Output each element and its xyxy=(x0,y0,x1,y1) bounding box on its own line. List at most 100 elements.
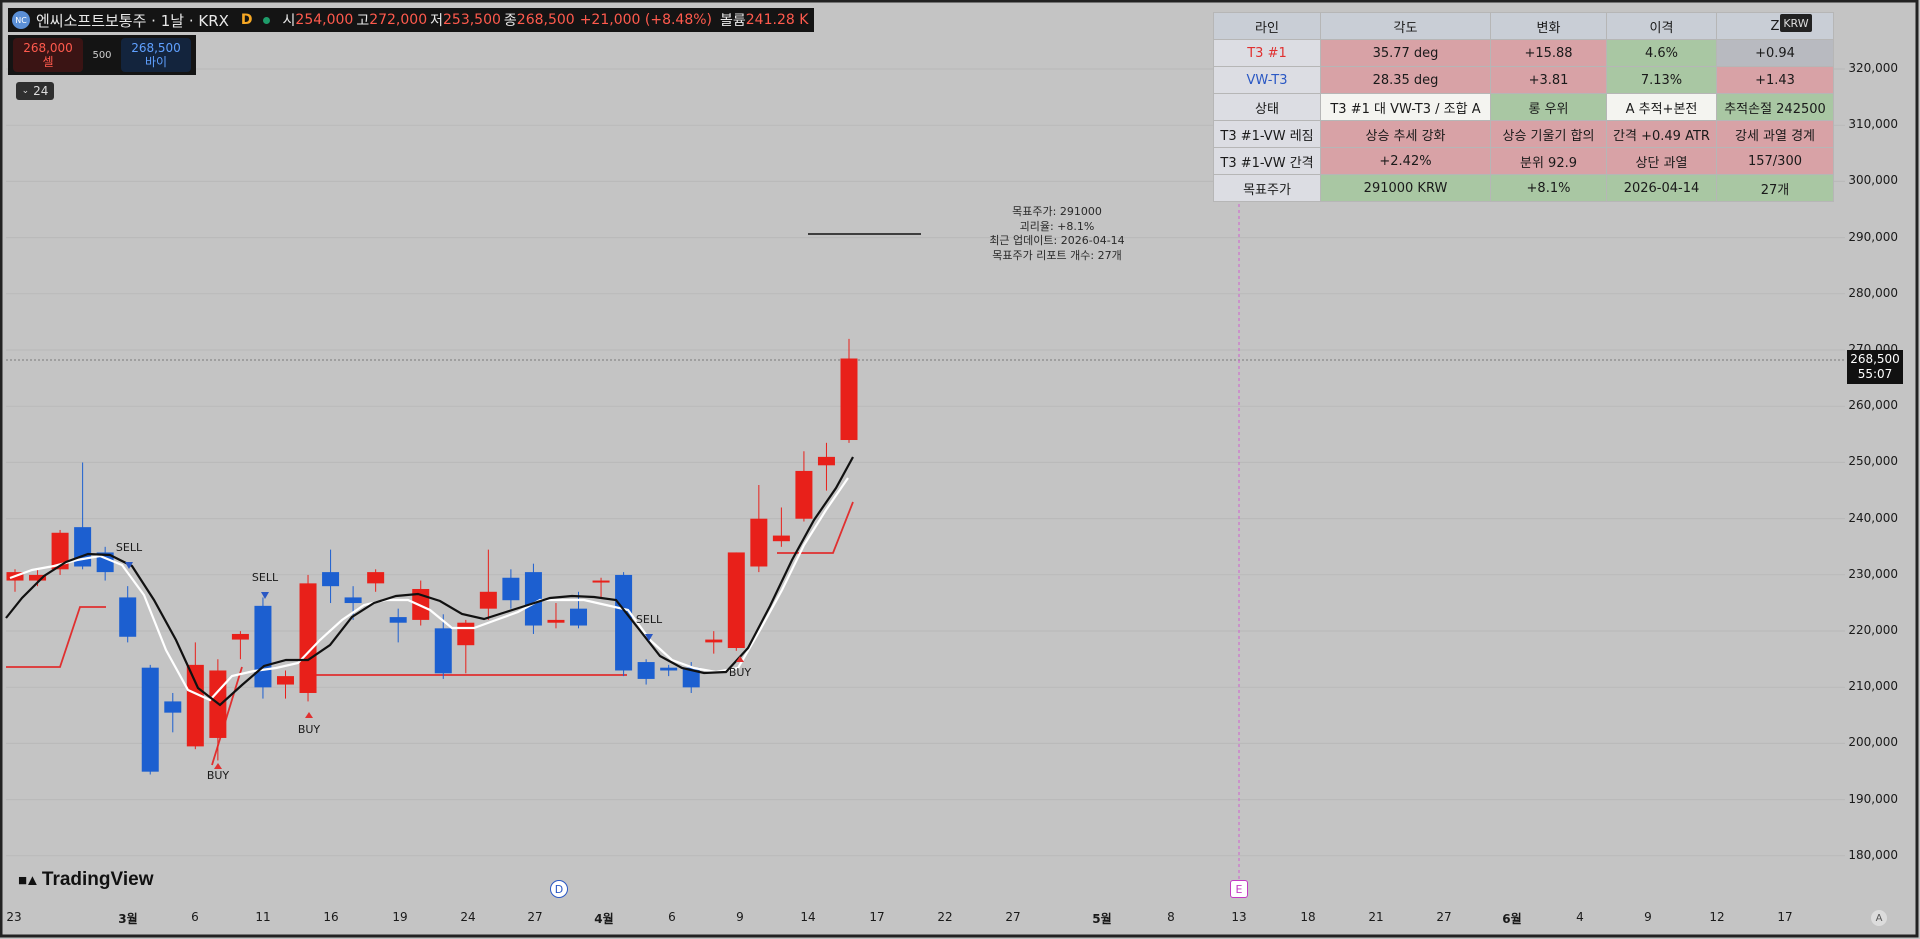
table-cell: 간격 +0.49 ATR xyxy=(1606,120,1717,148)
low-key: 저 xyxy=(430,13,443,29)
volume-value: 241.28 K xyxy=(745,12,809,28)
candle xyxy=(502,569,520,609)
indicator-table: 라인 각도 변화 이격 Z T3 #1 35.77 deg +15.88 4.6… xyxy=(1213,12,1834,202)
candle-body xyxy=(795,470,813,519)
candle xyxy=(705,631,723,654)
candle-body xyxy=(705,639,723,643)
time-tick-label: 23 xyxy=(6,910,22,924)
candle-body xyxy=(524,572,542,626)
time-tick-label: 3월 xyxy=(118,912,138,926)
candle xyxy=(750,484,768,573)
sell-button[interactable]: 268,000 셀 xyxy=(13,38,83,72)
candle-body xyxy=(322,572,340,587)
candle-body xyxy=(367,572,385,584)
candle-body xyxy=(592,580,610,583)
time-tick-label: 27 xyxy=(1436,910,1452,924)
price-tick-label: 260,000 xyxy=(1848,398,1898,413)
candle xyxy=(817,442,835,491)
table-cell: 4.6% xyxy=(1606,39,1717,67)
table-cell: 분위 92.9 xyxy=(1490,147,1607,175)
market-status-dot xyxy=(262,16,270,24)
candle xyxy=(209,659,227,761)
candle xyxy=(119,586,137,643)
candle xyxy=(772,507,790,547)
time-tick-label: 22 xyxy=(937,910,953,924)
auto-scale-button[interactable]: A xyxy=(1871,910,1887,926)
candle xyxy=(434,614,452,679)
table-header: 라인 xyxy=(1213,12,1321,40)
time-tick-label: 21 xyxy=(1368,910,1384,924)
table-cell: +15.88 xyxy=(1490,39,1607,67)
tradingview-logo[interactable]: ■▲ TradingView xyxy=(18,869,153,891)
price-tick-label: 180,000 xyxy=(1848,847,1898,862)
table-cell: A 추적+본전 xyxy=(1606,93,1717,121)
time-tick-label: 4월 xyxy=(594,912,614,926)
table-cell: 35.77 deg xyxy=(1320,39,1491,67)
candle-body xyxy=(457,622,475,646)
table-cell: T3 #1-VW 레짐 xyxy=(1213,120,1321,148)
candle xyxy=(344,586,362,620)
candle-body xyxy=(547,619,565,623)
buy-label: 바이 xyxy=(144,55,168,69)
candle-body xyxy=(570,608,588,626)
candle-body xyxy=(29,574,47,581)
target-price-note: 목표주가: 291000 괴리율: +8.1% 최근 업데이트: 2026-04… xyxy=(960,205,1154,263)
price-tick-label: 190,000 xyxy=(1848,791,1898,806)
sell-signal-label: SELL xyxy=(116,541,143,554)
candle xyxy=(96,546,114,581)
buy-arrow-icon xyxy=(305,712,313,718)
table-cell: 상태 xyxy=(1213,93,1321,121)
table-cell: +8.1% xyxy=(1490,174,1607,202)
candle-body xyxy=(750,518,768,567)
dividend-marker[interactable]: D xyxy=(550,880,568,898)
buy-button[interactable]: 268,500 바이 xyxy=(121,38,191,72)
candle-body xyxy=(164,701,182,713)
candle xyxy=(840,338,858,443)
candle xyxy=(547,603,565,629)
table-header: 변화 xyxy=(1490,12,1607,40)
buy-signal-label: BUY xyxy=(729,666,752,679)
table-row: T3 #1-VW 간격 +2.42% 분위 92.9 상단 과열 157/300 xyxy=(1213,147,1834,175)
table-cell: 상단 과열 xyxy=(1606,147,1717,175)
candle-body xyxy=(186,664,204,747)
sell-arrow-icon xyxy=(645,634,653,641)
indicators-collapse-button[interactable]: ⌄ 24 xyxy=(16,82,54,100)
chevron-down-icon: ⌄ xyxy=(21,86,30,96)
candles xyxy=(6,338,858,775)
price-tick-label: 250,000 xyxy=(1848,454,1898,469)
candle xyxy=(524,563,542,634)
table-header-row: 라인 각도 변화 이격 Z xyxy=(1213,12,1834,40)
candle xyxy=(231,631,249,660)
time-tick-label: 6 xyxy=(191,910,199,924)
table-cell: 27개 xyxy=(1716,174,1834,202)
price-tick-label: 210,000 xyxy=(1848,679,1898,694)
table-cell: +2.42% xyxy=(1320,147,1491,175)
table-row: 목표주가 291000 KRW +8.1% 2026-04-14 27개 xyxy=(1213,174,1834,202)
volume-key: 볼륨 xyxy=(720,13,746,29)
table-row: T3 #1 35.77 deg +15.88 4.6% +0.94 xyxy=(1213,39,1834,67)
resolution-badge[interactable]: D xyxy=(240,12,253,28)
price-tick-label: 320,000 xyxy=(1848,61,1898,75)
vw-t3-line xyxy=(9,477,849,702)
time-tick-label: 9 xyxy=(736,910,744,924)
table-cell: VW-T3 xyxy=(1213,66,1321,94)
currency-selector[interactable]: KRW xyxy=(1780,14,1812,32)
earnings-marker[interactable]: E xyxy=(1230,880,1248,898)
candle-body xyxy=(254,605,272,688)
buy-price: 268,500 xyxy=(131,41,181,55)
high-value: 272,000 xyxy=(369,12,428,28)
symbol-title[interactable]: 엔씨소프트보통주 · 1날 · KRX xyxy=(36,11,229,30)
open-key: 시 xyxy=(282,13,296,29)
candle xyxy=(6,569,24,592)
sell-label: 셀 xyxy=(42,55,54,69)
symbol-header[interactable]: NC 엔씨소프트보통주 · 1날 · KRX D 시 254,000 고 272,0… xyxy=(8,8,815,32)
candle xyxy=(367,569,385,592)
table-row: VW-T3 28.35 deg +3.81 7.13% +1.43 xyxy=(1213,66,1834,94)
brand-name: TradingView xyxy=(41,869,154,890)
time-tick-label: 16 xyxy=(323,910,339,924)
time-tick-label: 6월 xyxy=(1502,912,1522,926)
candle xyxy=(164,692,182,733)
table-header: 각도 xyxy=(1320,12,1491,40)
candle xyxy=(660,664,678,677)
